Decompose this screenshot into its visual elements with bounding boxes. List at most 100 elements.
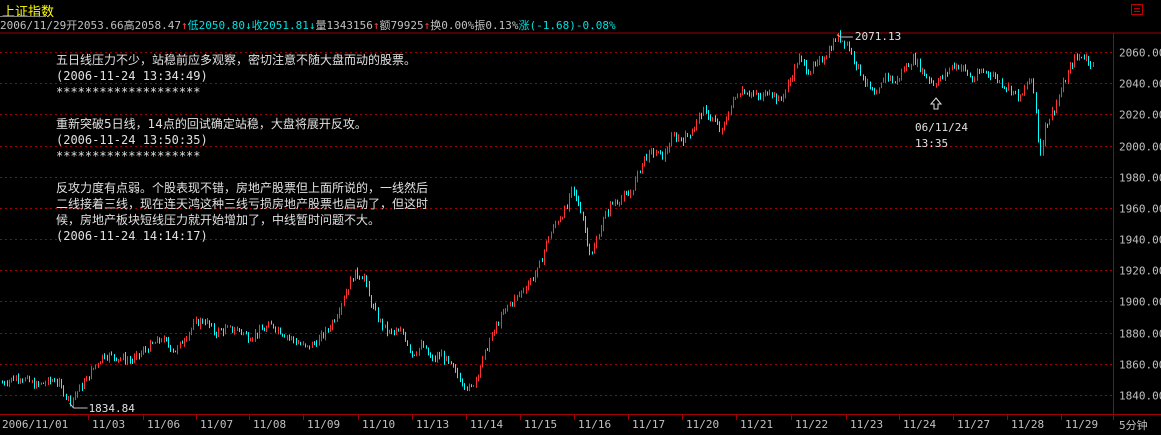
candle-down: [870, 81, 871, 88]
candle-up: [1056, 102, 1057, 112]
info-item-8: 量1343156: [315, 19, 373, 32]
note-2: 重新突破5日线，14点的回试确定站稳，大盘将展开反攻。 (2006-11-24 1…: [56, 116, 438, 164]
candle-down: [997, 75, 998, 82]
period-label: 5分钟: [1119, 418, 1148, 432]
candle-up: [186, 338, 187, 341]
menu-icon[interactable]: [1131, 4, 1143, 15]
candle-up: [876, 92, 877, 95]
candle-down: [66, 395, 67, 398]
candle-down: [715, 118, 716, 122]
info-item-2: 高2058.47: [123, 19, 181, 32]
candle-down: [988, 71, 989, 75]
candle-down: [457, 369, 458, 376]
candle-up: [1029, 79, 1030, 85]
candle-up: [73, 397, 74, 405]
candle-down: [104, 354, 105, 358]
candle-up: [685, 133, 686, 143]
candle-up: [974, 78, 975, 81]
candle-down: [676, 134, 677, 140]
candle-up: [200, 319, 201, 326]
candle-up: [726, 119, 727, 124]
candle-down: [407, 340, 408, 346]
candle-down: [462, 381, 463, 384]
candle-down: [362, 278, 363, 280]
candle-up: [419, 348, 420, 354]
x-tick-label: 11/09: [307, 418, 340, 431]
candle-down: [246, 332, 247, 335]
candle-up: [259, 327, 260, 336]
candle-down: [1040, 140, 1041, 155]
candle-up: [833, 40, 834, 50]
candle-up: [735, 97, 736, 99]
candle-up: [123, 355, 124, 359]
candle-down: [205, 322, 206, 324]
candle-up: [977, 71, 978, 79]
candle-down: [139, 353, 140, 356]
candle-down: [958, 65, 959, 70]
candle-up: [952, 65, 953, 70]
candle-down: [888, 73, 889, 79]
candle-up: [656, 153, 657, 155]
candle-up: [810, 71, 811, 75]
candle-down: [849, 42, 850, 51]
candle-down: [132, 360, 133, 362]
low-leader-line: [69, 402, 74, 409]
candle-down: [70, 396, 71, 405]
candle-up: [177, 346, 178, 353]
candle-down: [512, 303, 513, 305]
candle-down: [856, 61, 857, 67]
candle-down: [116, 357, 117, 361]
candle-down: [844, 40, 845, 45]
candle-up: [722, 128, 723, 132]
candle-up: [1079, 56, 1080, 58]
candle-down: [753, 93, 754, 95]
candle-up: [1086, 56, 1087, 59]
candle-down: [54, 380, 55, 382]
candle-up: [1031, 78, 1032, 80]
candle-up: [630, 192, 631, 196]
candle-up: [350, 278, 351, 290]
candle-up: [476, 377, 477, 386]
y-tick-label: 1940.00: [1119, 234, 1161, 247]
candle-up: [278, 328, 279, 331]
candle-up: [669, 145, 670, 150]
candle-up: [303, 343, 304, 345]
candle-up: [605, 212, 606, 219]
candle-down: [967, 70, 968, 75]
candle-down: [114, 354, 115, 358]
candle-up: [312, 342, 313, 348]
candle-up: [1059, 96, 1060, 103]
y-tick-label: 2060.00: [1119, 47, 1161, 60]
candle-up: [218, 329, 219, 336]
candle-down: [710, 117, 711, 119]
candle-up: [1043, 142, 1044, 155]
candle-down: [264, 330, 265, 332]
x-tick-label: 2006/11/01: [2, 418, 68, 431]
candle-up: [227, 326, 228, 328]
candle-down: [687, 133, 688, 135]
candle-up: [530, 278, 531, 284]
candle-up: [610, 202, 611, 214]
candle-down: [357, 269, 358, 277]
note-timestamp: (2006-11-24 14:14:17): [56, 229, 208, 243]
candle-down: [719, 124, 720, 132]
candle-down: [1054, 110, 1055, 112]
candle-down: [708, 110, 709, 118]
candle-down: [451, 361, 452, 364]
candle-up: [400, 330, 401, 332]
candle-down: [851, 50, 852, 53]
candle-up: [319, 337, 320, 346]
x-tick-label: 11/21: [740, 418, 773, 431]
candle-up: [93, 367, 94, 370]
candle-up: [9, 380, 10, 385]
candle-down: [412, 351, 413, 355]
candle-down: [38, 382, 39, 384]
candle-down: [7, 383, 8, 385]
candle-up: [667, 149, 668, 152]
candle-down: [125, 355, 126, 363]
candle-down: [455, 367, 456, 370]
candle-down: [942, 76, 943, 78]
candle-down: [89, 376, 90, 379]
candle-up: [32, 381, 33, 383]
